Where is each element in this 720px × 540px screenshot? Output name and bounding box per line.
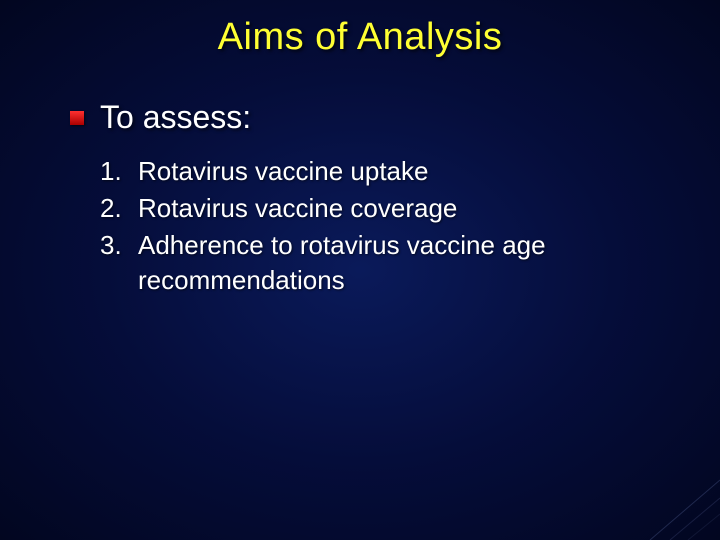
list-text: Rotavirus vaccine coverage — [138, 191, 457, 226]
list-item: 3. Adherence to rotavirus vaccine age re… — [100, 228, 720, 298]
list-text: Adherence to rotavirus vaccine age recom… — [138, 228, 598, 298]
corner-shine-decoration — [600, 420, 720, 540]
list-number: 1. — [100, 154, 138, 189]
numbered-list: 1. Rotavirus vaccine uptake 2. Rotavirus… — [100, 154, 720, 298]
list-item: 2. Rotavirus vaccine coverage — [100, 191, 720, 226]
list-number: 3. — [100, 228, 138, 298]
list-number: 2. — [100, 191, 138, 226]
bullet-square-icon — [70, 111, 84, 125]
slide-title: Aims of Analysis — [0, 0, 720, 67]
subtitle-row: To assess: — [70, 99, 720, 136]
slide-container: Aims of Analysis To assess: 1. Rotavirus… — [0, 0, 720, 540]
slide-subtitle: To assess: — [100, 99, 251, 136]
list-text: Rotavirus vaccine uptake — [138, 154, 428, 189]
list-item: 1. Rotavirus vaccine uptake — [100, 154, 720, 189]
